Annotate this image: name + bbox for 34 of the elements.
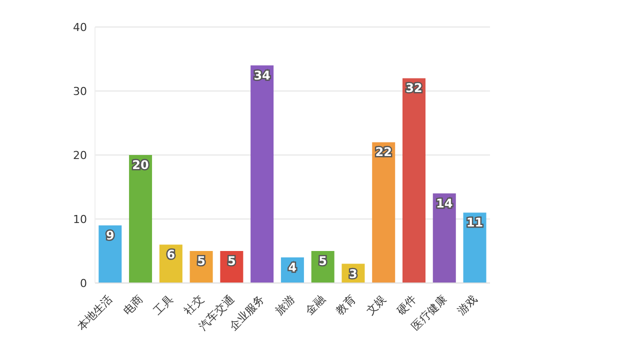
y-tick-label: 40 [73,20,87,34]
x-tick-label: 电商 [120,292,146,318]
data-label: 11 [466,216,484,230]
y-tick-label: 10 [73,212,87,226]
bar [402,78,426,283]
bar [432,193,456,283]
bar [250,65,274,283]
data-label: 6 [166,248,176,262]
x-tick-label: 硬件 [394,292,419,318]
bar [372,142,396,283]
x-tick-label: 教育 [333,292,358,318]
x-tick-label: 社交 [182,292,206,318]
data-label: 20 [132,158,149,172]
bar [129,155,152,283]
data-label: 5 [318,254,328,268]
data-label: 34 [254,68,270,82]
y-tick-label: 30 [73,84,87,98]
x-tick-label: 工具 [151,292,176,318]
x-tick-label: 旅游 [272,292,298,318]
data-label: 3 [349,266,358,281]
x-tick-label: 金融 [303,292,328,318]
data-label: 22 [375,145,392,160]
y-tick-label: 20 [73,148,87,162]
data-label: 9 [106,228,114,242]
x-tick-label: 文娱 [364,292,389,318]
bar [98,225,122,283]
data-label: 5 [197,254,206,268]
data-label: 5 [228,254,236,268]
x-tick-label: 本地生活 [74,292,116,334]
data-label: 32 [406,81,422,96]
x-tick-label: 游戏 [455,292,480,318]
data-label: 4 [288,260,297,274]
data-label: 14 [436,196,453,210]
y-tick-label: 0 [80,276,87,290]
